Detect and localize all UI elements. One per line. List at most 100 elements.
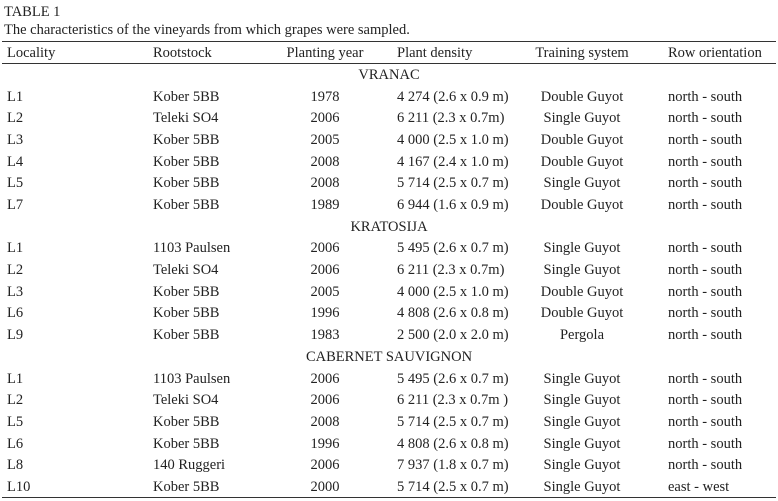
cell: Single Guyot	[543, 370, 621, 387]
cell: north - south	[668, 175, 743, 192]
cell: north - south	[668, 413, 743, 430]
cell: Single Guyot	[543, 478, 621, 495]
cell: 4 000 (2.5 x 1.0 m)	[397, 132, 509, 149]
cell: 4 808 (2.6 x 0.8 m)	[397, 435, 509, 452]
cell: north - south	[668, 370, 743, 387]
cell: Kober 5BB	[153, 413, 220, 430]
cell: 5 495 (2.6 x 0.7 m)	[397, 370, 509, 387]
column-header: Rootstock	[153, 45, 212, 61]
cell: L1	[7, 88, 24, 105]
table-caption: The characteristics of the vineyards fro…	[4, 22, 410, 38]
cell: Single Guyot	[543, 392, 621, 409]
cell: 2006	[310, 240, 340, 257]
cell: 1989	[310, 197, 340, 214]
cell: L4	[7, 153, 24, 170]
cell: 7 937 (1.8 x 0.7 m)	[397, 457, 509, 474]
column-header: Row orientation	[668, 45, 762, 61]
cell: north - south	[668, 283, 743, 300]
cell: L2	[7, 262, 24, 279]
cell: Double Guyot	[540, 132, 624, 149]
cell: L3	[7, 132, 24, 149]
cell: Single Guyot	[543, 110, 621, 127]
cell: 2 500 (2.0 x 2.0 m)	[397, 327, 509, 344]
top-rule	[2, 41, 776, 42]
group-header: CABERNET SAUVIGNON	[305, 348, 473, 365]
cell: L8	[7, 457, 24, 474]
cell: 2008	[310, 153, 340, 170]
cell: 2005	[310, 132, 340, 149]
cell: Single Guyot	[543, 262, 621, 279]
cell: Double Guyot	[540, 88, 624, 105]
cell: Kober 5BB	[153, 478, 220, 495]
cell: L2	[7, 110, 24, 127]
column-header: Planting year	[286, 45, 364, 61]
cell: 5 714 (2.5 x 0.7 m)	[397, 413, 509, 430]
cell: 1983	[310, 327, 340, 344]
cell: 1996	[310, 435, 340, 452]
cell: 2005	[310, 283, 340, 300]
cell: 1103 Paulsen	[153, 240, 231, 257]
group-header: KRATOSIJA	[350, 218, 428, 235]
cell: Double Guyot	[540, 153, 624, 170]
cell: north - south	[668, 435, 743, 452]
cell: 5 714 (2.5 x 0.7 m)	[397, 478, 509, 495]
cell: Kober 5BB	[153, 175, 220, 192]
cell: east - west	[668, 478, 730, 495]
cell: L5	[7, 413, 24, 430]
cell: 2006	[310, 110, 340, 127]
cell: Kober 5BB	[153, 305, 220, 322]
cell: north - south	[668, 110, 743, 127]
cell: 6 211 (2.3 x 0.7m)	[397, 262, 505, 279]
cell: 4 808 (2.6 x 0.8 m)	[397, 305, 509, 322]
cell: 4 274 (2.6 x 0.9 m)	[397, 88, 509, 105]
cell: 1978	[310, 88, 340, 105]
cell: 140 Ruggeri	[153, 457, 226, 474]
cell: Teleki SO4	[153, 110, 219, 127]
cell: 6 211 (2.3 x 0.7m)	[397, 110, 505, 127]
cell: north - south	[668, 88, 743, 105]
cell: north - south	[668, 262, 743, 279]
cell: L6	[7, 305, 24, 322]
cell: 4 167 (2.4 x 1.0 m)	[397, 153, 509, 170]
cell: 2006	[310, 262, 340, 279]
cell: Kober 5BB	[153, 88, 220, 105]
cell: Kober 5BB	[153, 197, 220, 214]
cell: 6 944 (1.6 x 0.9 m)	[397, 197, 509, 214]
cell: 1103 Paulsen	[153, 370, 231, 387]
cell: 2006	[310, 392, 340, 409]
cell: Kober 5BB	[153, 132, 220, 149]
cell: Kober 5BB	[153, 327, 220, 344]
cell: Teleki SO4	[153, 262, 219, 279]
cell: L1	[7, 240, 24, 257]
cell: Double Guyot	[540, 197, 624, 214]
cell: Single Guyot	[543, 413, 621, 430]
column-header: Locality	[7, 45, 56, 61]
cell: 2000	[310, 478, 340, 495]
cell: Kober 5BB	[153, 435, 220, 452]
cell: L5	[7, 175, 24, 192]
table-label: TABLE 1	[4, 4, 61, 20]
cell: Kober 5BB	[153, 283, 220, 300]
cell: Double Guyot	[540, 305, 624, 322]
cell: L10	[7, 478, 31, 495]
cell: L6	[7, 435, 24, 452]
cell: 5 714 (2.5 x 0.7 m)	[397, 175, 509, 192]
cell: 4 000 (2.5 x 1.0 m)	[397, 283, 509, 300]
cell: north - south	[668, 132, 743, 149]
cell: north - south	[668, 197, 743, 214]
cell: L3	[7, 283, 24, 300]
group-header: VRANAC	[358, 67, 420, 83]
cell: L7	[7, 197, 24, 214]
cell: north - south	[668, 392, 743, 409]
cell: 1996	[310, 305, 340, 322]
cell: L1	[7, 370, 24, 387]
cell: 2008	[310, 175, 340, 192]
cell: north - south	[668, 153, 743, 170]
column-header: Plant density	[397, 45, 473, 61]
cell: north - south	[668, 240, 743, 257]
cell: Single Guyot	[543, 175, 621, 192]
column-header: Training system	[535, 45, 629, 61]
header-rule	[2, 63, 776, 64]
cell: 6 211 (2.3 x 0.7m )	[397, 392, 509, 409]
